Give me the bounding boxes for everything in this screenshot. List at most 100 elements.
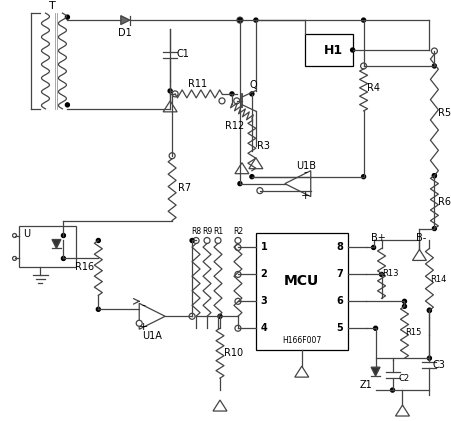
Text: -: - — [141, 300, 145, 310]
Text: B-: B- — [415, 232, 426, 242]
Text: B+: B+ — [370, 232, 385, 242]
Text: R2: R2 — [232, 227, 243, 236]
Circle shape — [65, 15, 69, 19]
Circle shape — [96, 307, 100, 311]
Circle shape — [401, 299, 405, 303]
Circle shape — [65, 103, 69, 107]
Text: C1: C1 — [176, 49, 189, 59]
Circle shape — [237, 181, 241, 186]
Text: R7: R7 — [177, 183, 190, 193]
Text: R15: R15 — [405, 328, 421, 337]
Circle shape — [235, 245, 240, 250]
Bar — [304, 34, 352, 66]
Text: 5: 5 — [336, 323, 342, 333]
Circle shape — [61, 256, 65, 261]
Circle shape — [235, 325, 240, 331]
Text: 4: 4 — [260, 323, 267, 333]
Text: U1A: U1A — [142, 331, 162, 341]
Text: T: T — [49, 1, 56, 11]
Text: D1: D1 — [118, 28, 132, 38]
Text: C2: C2 — [398, 373, 409, 383]
Text: R4: R4 — [366, 83, 379, 93]
Circle shape — [217, 314, 221, 318]
Circle shape — [379, 272, 383, 277]
Circle shape — [432, 174, 435, 178]
Polygon shape — [370, 367, 379, 376]
Text: 6: 6 — [336, 296, 342, 306]
Circle shape — [360, 63, 366, 69]
Circle shape — [169, 153, 175, 159]
Bar — [18, 226, 76, 267]
Text: 3: 3 — [260, 296, 267, 306]
Circle shape — [96, 239, 100, 242]
Circle shape — [249, 175, 253, 179]
Polygon shape — [120, 16, 129, 24]
Text: +: + — [138, 322, 147, 332]
Circle shape — [235, 298, 240, 304]
Circle shape — [189, 313, 195, 319]
Circle shape — [427, 308, 430, 312]
Text: H166F007: H166F007 — [281, 336, 321, 345]
Circle shape — [390, 388, 394, 392]
Bar — [255, 232, 347, 350]
Circle shape — [215, 237, 221, 243]
Text: C3: C3 — [432, 360, 445, 370]
Text: -: - — [303, 167, 307, 177]
Text: R8: R8 — [191, 227, 201, 236]
Circle shape — [350, 48, 354, 52]
Circle shape — [253, 18, 258, 22]
Circle shape — [427, 356, 430, 360]
Text: Q: Q — [249, 80, 256, 90]
Circle shape — [230, 92, 234, 96]
Text: U: U — [23, 229, 30, 239]
Circle shape — [136, 320, 142, 326]
Text: R13: R13 — [382, 269, 398, 278]
Text: R9: R9 — [202, 227, 212, 236]
Text: 7: 7 — [336, 269, 342, 280]
Circle shape — [361, 175, 365, 179]
Circle shape — [401, 304, 405, 308]
Circle shape — [432, 64, 435, 68]
Text: +: + — [300, 191, 310, 201]
Text: R10: R10 — [224, 348, 243, 358]
Circle shape — [361, 18, 365, 22]
Circle shape — [236, 17, 242, 23]
Circle shape — [203, 237, 210, 243]
Circle shape — [237, 18, 241, 22]
Circle shape — [13, 256, 17, 261]
Text: R5: R5 — [437, 108, 450, 118]
Text: R14: R14 — [429, 275, 446, 284]
Circle shape — [13, 234, 17, 237]
Text: R1: R1 — [212, 227, 223, 236]
Text: R3: R3 — [257, 141, 270, 151]
Polygon shape — [52, 240, 61, 248]
Circle shape — [430, 48, 437, 54]
Text: R11: R11 — [188, 79, 207, 89]
Circle shape — [190, 239, 193, 242]
Text: H1: H1 — [323, 43, 342, 56]
Circle shape — [172, 91, 178, 97]
Circle shape — [432, 226, 435, 231]
Text: U1B: U1B — [295, 161, 315, 171]
Circle shape — [256, 188, 262, 194]
Circle shape — [168, 89, 172, 93]
Circle shape — [373, 326, 377, 330]
Circle shape — [233, 98, 239, 104]
Text: R6: R6 — [437, 197, 450, 207]
Circle shape — [249, 92, 253, 96]
Text: 8: 8 — [336, 242, 342, 253]
Circle shape — [427, 308, 430, 312]
Circle shape — [235, 272, 240, 277]
Text: Z1: Z1 — [359, 380, 371, 390]
Circle shape — [371, 245, 375, 250]
Text: R16: R16 — [74, 262, 94, 272]
Circle shape — [61, 234, 65, 237]
Text: MCU: MCU — [284, 274, 319, 288]
Text: R12: R12 — [225, 121, 244, 131]
Text: 1: 1 — [260, 242, 267, 253]
Circle shape — [235, 237, 240, 243]
Text: 2: 2 — [260, 269, 267, 280]
Circle shape — [219, 98, 225, 104]
Circle shape — [432, 174, 435, 178]
Circle shape — [193, 237, 198, 243]
